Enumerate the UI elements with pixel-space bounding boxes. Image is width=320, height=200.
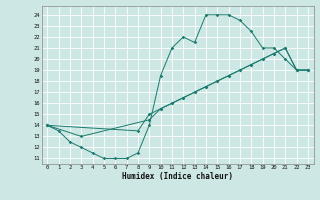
X-axis label: Humidex (Indice chaleur): Humidex (Indice chaleur) xyxy=(122,172,233,181)
